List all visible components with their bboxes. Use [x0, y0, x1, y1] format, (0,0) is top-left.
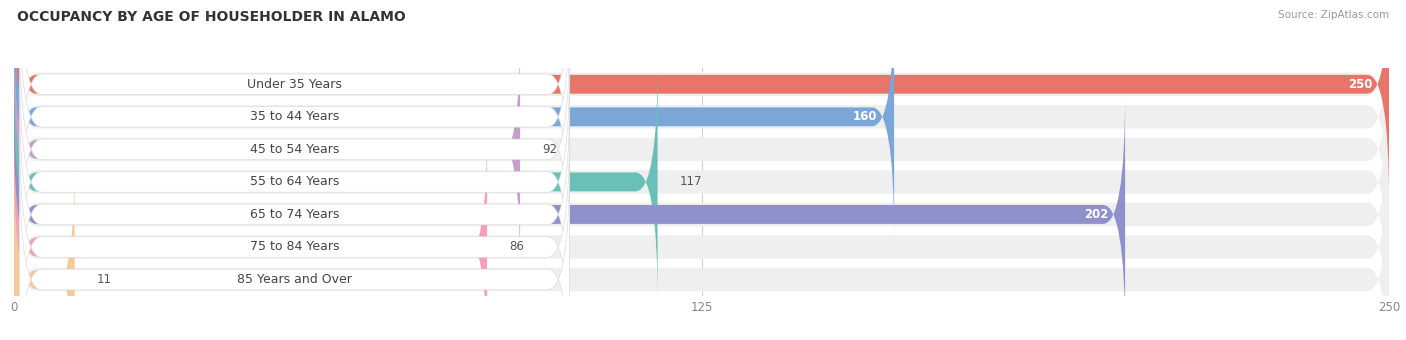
FancyBboxPatch shape	[14, 161, 1389, 340]
Text: Under 35 Years: Under 35 Years	[247, 78, 342, 91]
FancyBboxPatch shape	[20, 160, 569, 340]
Text: 75 to 84 Years: 75 to 84 Years	[250, 240, 339, 254]
FancyBboxPatch shape	[14, 64, 1389, 300]
Text: OCCUPANCY BY AGE OF HOUSEHOLDER IN ALAMO: OCCUPANCY BY AGE OF HOUSEHOLDER IN ALAMO	[17, 10, 405, 24]
Text: Source: ZipAtlas.com: Source: ZipAtlas.com	[1278, 10, 1389, 20]
FancyBboxPatch shape	[14, 126, 486, 340]
Text: 117: 117	[679, 175, 702, 188]
FancyBboxPatch shape	[20, 0, 569, 204]
FancyBboxPatch shape	[14, 61, 658, 303]
FancyBboxPatch shape	[14, 129, 1389, 340]
FancyBboxPatch shape	[14, 0, 894, 238]
FancyBboxPatch shape	[14, 96, 1389, 333]
Text: 160: 160	[853, 110, 877, 123]
FancyBboxPatch shape	[14, 94, 1125, 335]
FancyBboxPatch shape	[20, 95, 569, 334]
FancyBboxPatch shape	[14, 0, 1389, 203]
FancyBboxPatch shape	[14, 0, 1389, 235]
Text: 65 to 74 Years: 65 to 74 Years	[250, 208, 339, 221]
Text: 202: 202	[1084, 208, 1108, 221]
Text: 11: 11	[97, 273, 111, 286]
Text: 45 to 54 Years: 45 to 54 Years	[250, 143, 339, 156]
Text: 85 Years and Over: 85 Years and Over	[238, 273, 352, 286]
FancyBboxPatch shape	[20, 0, 569, 237]
FancyBboxPatch shape	[20, 30, 569, 269]
FancyBboxPatch shape	[14, 29, 520, 270]
Text: 92: 92	[543, 143, 557, 156]
FancyBboxPatch shape	[20, 62, 569, 302]
Text: 86: 86	[509, 240, 524, 254]
Text: 35 to 44 Years: 35 to 44 Years	[250, 110, 339, 123]
FancyBboxPatch shape	[14, 31, 1389, 268]
FancyBboxPatch shape	[14, 0, 1389, 205]
Text: 250: 250	[1348, 78, 1372, 91]
FancyBboxPatch shape	[14, 159, 75, 340]
FancyBboxPatch shape	[20, 127, 569, 340]
Text: 55 to 64 Years: 55 to 64 Years	[250, 175, 339, 188]
